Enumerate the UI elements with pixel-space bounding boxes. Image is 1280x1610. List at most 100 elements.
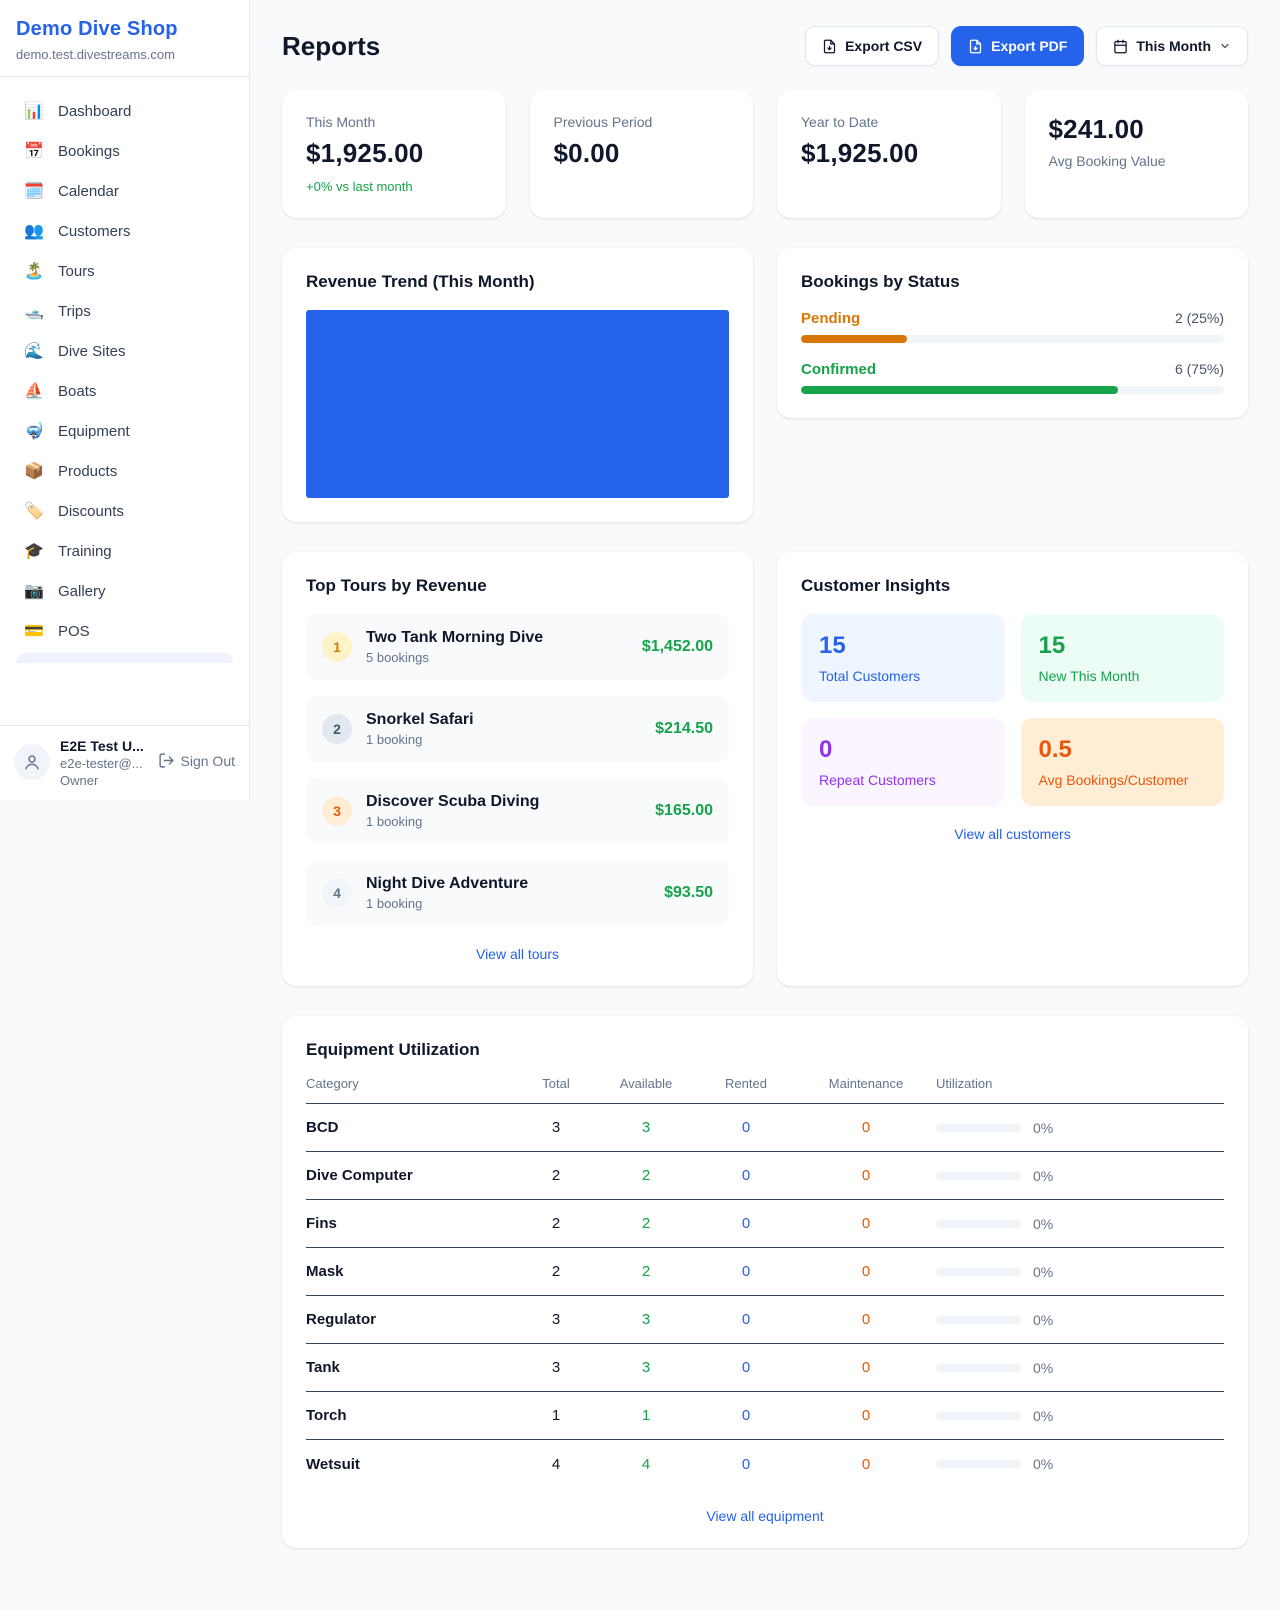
cell-category: Regulator bbox=[306, 1311, 377, 1328]
utilization-label: 0% bbox=[1033, 1167, 1054, 1184]
stat-label: Avg Booking Value bbox=[1048, 153, 1166, 169]
view-all-tours-link[interactable]: View all tours bbox=[475, 946, 559, 962]
user-meta: E2E Test U... e2e-tester@... Owner bbox=[60, 738, 148, 788]
period-dropdown[interactable]: This Month bbox=[1096, 26, 1248, 66]
sidebar-item[interactable]: 🎓 Training bbox=[12, 531, 237, 571]
sidebar-item-label: POS bbox=[58, 622, 90, 640]
utilization-label: 0% bbox=[1033, 1215, 1054, 1232]
utilization-label: 0% bbox=[1033, 1456, 1054, 1472]
cell-rented: 0 bbox=[741, 1119, 751, 1136]
table-row: Fins 2 2 0 0 0% bbox=[306, 1200, 1224, 1248]
file-download-icon bbox=[823, 39, 836, 53]
cell-category: BCD bbox=[306, 1119, 339, 1136]
utilization-bar-track bbox=[936, 1123, 1021, 1132]
export-pdf-label: Export PDF bbox=[991, 38, 1068, 54]
insight-label: Avg Bookings/Customer bbox=[1038, 772, 1189, 788]
insight-tile: 0 Repeat Customers bbox=[801, 718, 1005, 806]
export-csv-label: Export CSV bbox=[845, 38, 923, 54]
cell-utilization: 0% bbox=[936, 1456, 1224, 1472]
tours-icon: 🏝️ bbox=[24, 263, 44, 280]
cell-category: Tank bbox=[306, 1359, 340, 1376]
gallery-icon: 📷 bbox=[24, 583, 44, 600]
sidebar-item[interactable]: 🗓️ Calendar bbox=[12, 171, 237, 211]
stat-label: Year to Date bbox=[801, 114, 879, 130]
sidebar-item-label: Products bbox=[58, 462, 118, 480]
status-count: 2 (25%) bbox=[1174, 310, 1224, 326]
tour-amount: $1,452.00 bbox=[641, 638, 713, 655]
sidebar-item[interactable]: 📦 Products bbox=[12, 451, 237, 491]
sidebar-item[interactable]: 👥 Customers bbox=[12, 211, 237, 251]
sidebar-item[interactable]: 💳 POS bbox=[12, 611, 237, 651]
tour-amount: $165.00 bbox=[655, 802, 713, 819]
insight-label: Repeat Customers bbox=[819, 772, 936, 788]
stat-card-year-to-date: Year to Date $1,925.00 bbox=[777, 90, 1001, 218]
file-download-icon bbox=[969, 39, 982, 53]
calendar-icon bbox=[1114, 39, 1128, 53]
brand-block: Demo Dive Shop demo.test.divestreams.com bbox=[0, 0, 249, 77]
main-content: Reports Export CSV Export PDF bbox=[250, 0, 1280, 1598]
cell-available: 2 bbox=[641, 1263, 651, 1280]
tour-bookings: 1 booking bbox=[366, 732, 423, 747]
insight-label: New This Month bbox=[1038, 668, 1140, 684]
utilization-label: 0% bbox=[1033, 1359, 1054, 1376]
tour-row[interactable]: 4 Night Dive Adventure 1 booking $93.50 bbox=[306, 860, 729, 926]
sidebar-item[interactable]: 🏷️ Discounts bbox=[12, 491, 237, 531]
tour-row[interactable]: 3 Discover Scuba Diving 1 booking $165.0… bbox=[306, 778, 729, 844]
cell-utilization: 0% bbox=[936, 1216, 1224, 1232]
table-row: Dive Computer 2 2 0 0 0% bbox=[306, 1152, 1224, 1200]
cell-total: 2 bbox=[551, 1263, 561, 1280]
tour-amount: $214.50 bbox=[655, 720, 713, 737]
status-bar-track bbox=[801, 386, 1224, 394]
revenue-trend-title: Revenue Trend (This Month) bbox=[306, 272, 535, 291]
insight-label: Total Customers bbox=[819, 668, 921, 684]
tour-row[interactable]: 1 Two Tank Morning Dive 5 bookings $1,45… bbox=[306, 614, 729, 680]
sign-out-button[interactable]: Sign Out bbox=[158, 752, 235, 769]
tour-name: Two Tank Morning Dive bbox=[366, 629, 544, 646]
bookings-by-status-title: Bookings by Status bbox=[801, 272, 960, 291]
export-csv-button[interactable]: Export CSV bbox=[805, 26, 940, 66]
sidebar-item[interactable]: 📷 Gallery bbox=[12, 571, 237, 611]
products-icon: 📦 bbox=[24, 463, 44, 480]
tour-list: 1 Two Tank Morning Dive 5 bookings $1,45… bbox=[306, 614, 729, 926]
sidebar-item[interactable]: 🏝️ Tours bbox=[12, 251, 237, 291]
shop-domain: demo.test.divestreams.com bbox=[16, 47, 175, 62]
tour-row[interactable]: 2 Snorkel Safari 1 booking $214.50 bbox=[306, 696, 729, 762]
status-label: Confirmed bbox=[801, 361, 876, 378]
stat-label: Previous Period bbox=[553, 114, 653, 130]
insights-row: Top Tours by Revenue 1 Two Tank Morning … bbox=[282, 552, 1248, 986]
sidebar-item[interactable]: 📅 Bookings bbox=[12, 131, 237, 171]
view-all-customers-link[interactable]: View all customers bbox=[954, 826, 1071, 842]
sidebar-item[interactable]: 🛥️ Trips bbox=[12, 291, 237, 331]
cell-category: Wetsuit bbox=[306, 1455, 360, 1473]
cell-available: 3 bbox=[641, 1311, 651, 1328]
training-icon: 🎓 bbox=[24, 543, 44, 560]
status-bar-track bbox=[801, 335, 1224, 343]
export-pdf-button[interactable]: Export PDF bbox=[951, 26, 1085, 66]
cell-utilization: 0% bbox=[936, 1360, 1224, 1376]
page-title: Reports bbox=[282, 30, 381, 61]
cell-available: 3 bbox=[641, 1359, 651, 1376]
sidebar-item[interactable]: 🌊 Dive Sites bbox=[12, 331, 237, 371]
view-all-equipment-link[interactable]: View all equipment bbox=[706, 1508, 824, 1524]
utilization-bar-track bbox=[936, 1315, 1021, 1324]
utilization-bar-track bbox=[936, 1171, 1021, 1180]
equipment-icon: 🤿 bbox=[24, 423, 44, 440]
table-row: Regulator 3 3 0 0 0% bbox=[306, 1296, 1224, 1344]
sidebar-item-label: Customers bbox=[58, 222, 131, 240]
tour-bookings: 1 booking bbox=[366, 896, 423, 911]
sidebar-item-label: Tours bbox=[58, 262, 95, 280]
sidebar-item[interactable]: 📊 Dashboard bbox=[12, 91, 237, 131]
insight-value: 15 bbox=[1038, 632, 1066, 659]
cell-available: 3 bbox=[641, 1119, 651, 1136]
utilization-label: 0% bbox=[1033, 1311, 1054, 1328]
cell-utilization: 0% bbox=[936, 1264, 1224, 1280]
stat-cards: This Month $1,925.00 +0% vs last month P… bbox=[282, 90, 1248, 218]
cell-maintenance: 0 bbox=[861, 1263, 871, 1280]
status-row: Confirmed 6 (75%) bbox=[801, 361, 1224, 394]
status-count: 6 (75%) bbox=[1174, 361, 1224, 377]
sidebar-item-label: Calendar bbox=[58, 182, 119, 200]
sidebar-item[interactable]: ⛵ Boats bbox=[12, 371, 237, 411]
tour-name: Night Dive Adventure bbox=[366, 875, 529, 892]
sidebar-item[interactable]: 🤿 Equipment bbox=[12, 411, 237, 451]
stat-card-avg-booking-value: $241.00 Avg Booking Value bbox=[1024, 90, 1248, 218]
